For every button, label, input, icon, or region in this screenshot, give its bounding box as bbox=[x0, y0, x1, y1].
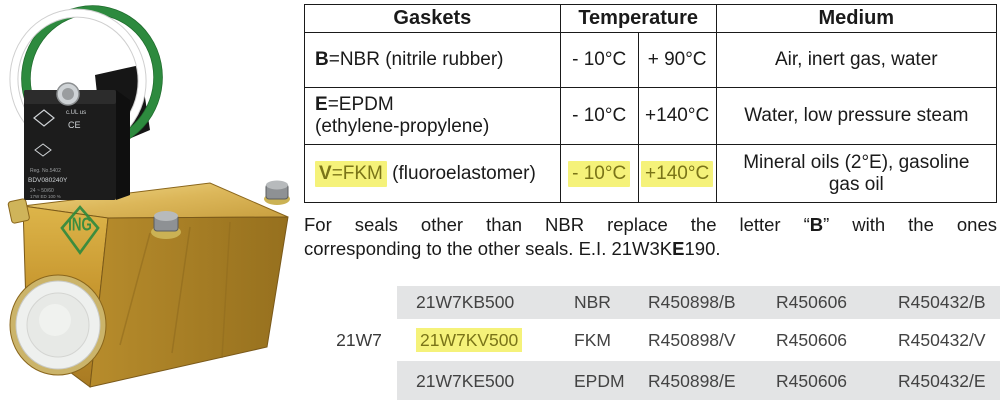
svg-text:c.UL us: c.UL us bbox=[66, 110, 86, 116]
svg-text:BDV080240Y: BDV080240Y bbox=[28, 177, 68, 184]
svg-text:ING: ING bbox=[68, 215, 92, 236]
svg-text:CE: CE bbox=[68, 120, 81, 130]
svg-text:17W ED 100 %: 17W ED 100 % bbox=[30, 194, 61, 199]
svg-text:Reg. No.5402: Reg. No.5402 bbox=[30, 168, 61, 174]
